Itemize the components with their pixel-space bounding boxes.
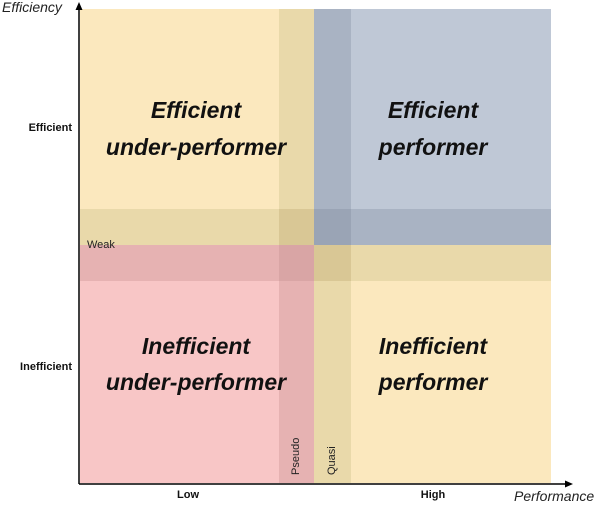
quadrant-top-left-line1: Efficient (151, 97, 243, 123)
band-cross-tr (314, 209, 351, 245)
band-weak-bottom-right (314, 245, 551, 281)
x-tick-high: High (421, 489, 446, 501)
band-cross-br (314, 245, 351, 281)
band-quasi-top (314, 9, 351, 209)
band-weak-top-left (80, 209, 314, 245)
quadrant-bottom-right-line2: performer (378, 369, 489, 395)
quadrant-bottom-left-line2: under-performer (106, 369, 287, 395)
x-axis-title: Performance (514, 488, 594, 504)
quadrant-top-left-line2: under-performer (106, 134, 287, 160)
band-weak-top-right (314, 209, 551, 245)
band-label-weak: Weak (87, 239, 115, 251)
band-label-pseudo: Pseudo (290, 438, 302, 475)
quadrant-bottom-right-line1: Inefficient (379, 333, 489, 359)
y-axis-arrow (75, 2, 83, 10)
y-tick-efficient: Efficient (29, 122, 73, 134)
x-axis-arrow (565, 480, 573, 488)
band-cross-bl (279, 245, 314, 281)
quadrant-top-left-bg (80, 9, 314, 245)
quadrant-bottom-left-bg (80, 245, 314, 483)
band-pseudo-top (279, 9, 314, 209)
band-label-quasi: Quasi (326, 446, 338, 475)
y-axis-title: Efficiency (2, 0, 63, 15)
y-tick-inefficient: Inefficient (20, 361, 72, 373)
band-quasi-bottom (314, 281, 351, 483)
x-tick-low: Low (177, 489, 199, 501)
quadrant-bottom-right-bg (314, 245, 551, 483)
quadrant-top-right-bg (314, 9, 551, 245)
quadrant-bottom-left-line1: Inefficient (142, 333, 252, 359)
band-pseudo-bottom (279, 281, 314, 483)
quadrant-top-right-line2: performer (378, 134, 489, 160)
band-weak-bottom-left (80, 245, 314, 281)
quadrant-top-right-line1: Efficient (388, 97, 480, 123)
band-cross-tl (279, 209, 314, 245)
